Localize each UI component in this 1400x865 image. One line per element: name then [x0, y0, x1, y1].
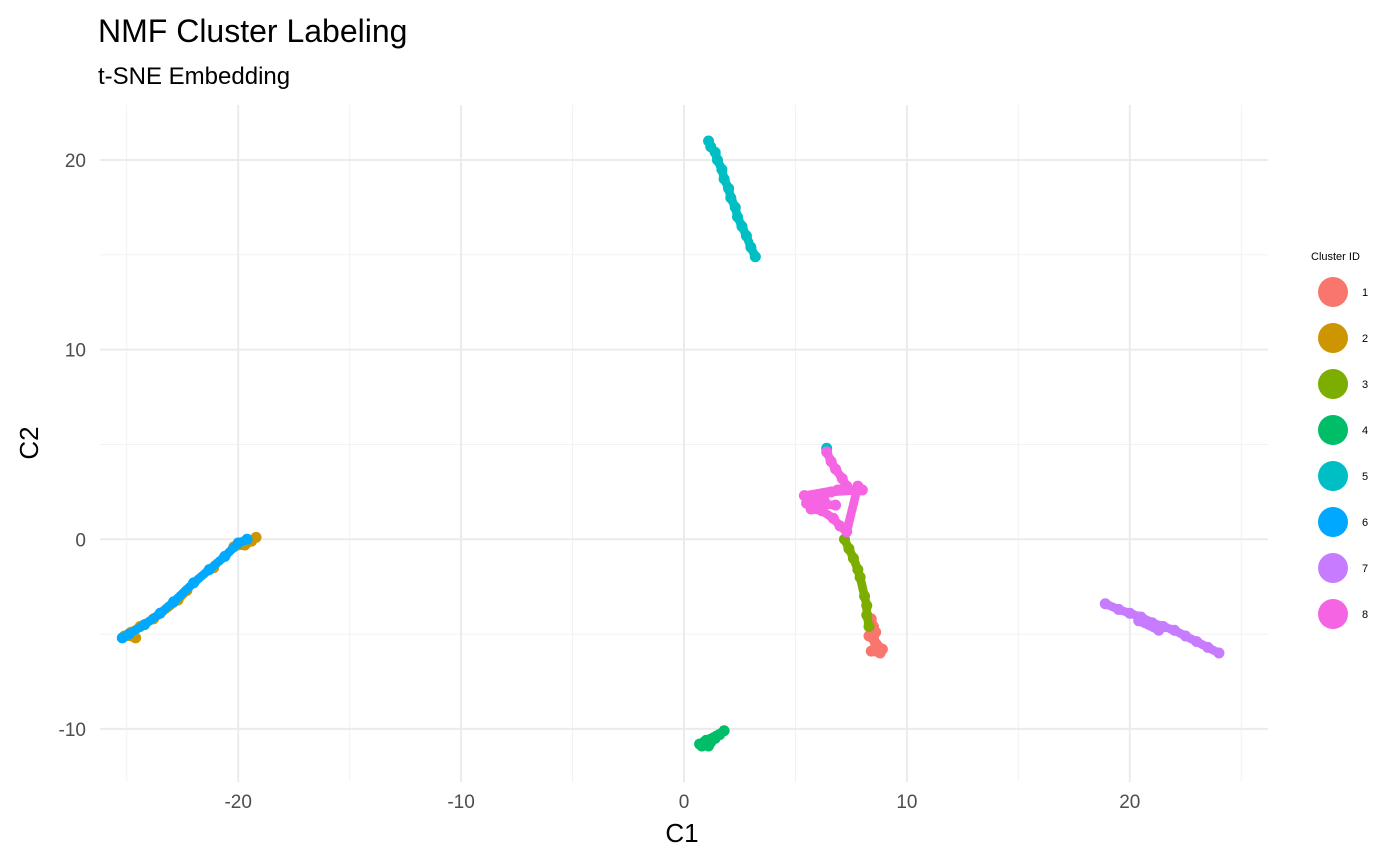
y-tick-label: 0: [75, 530, 86, 551]
x-axis-title: C1: [665, 818, 698, 848]
chart-title: NMF Cluster Labeling: [98, 13, 407, 49]
data-point: [835, 470, 845, 480]
legend-label: 5: [1362, 471, 1368, 483]
legend-swatch: [1318, 461, 1348, 491]
data-points: [116, 135, 1225, 752]
legend-label: 7: [1362, 563, 1368, 575]
x-tick-label: -20: [224, 792, 251, 813]
data-point: [1110, 603, 1120, 613]
grid: [100, 105, 1268, 782]
legend-swatch: [1318, 507, 1348, 537]
legend-swatch: [1318, 277, 1348, 307]
data-point: [1211, 647, 1221, 657]
chart-subtitle: t-SNE Embedding: [98, 63, 290, 90]
data-point: [866, 633, 876, 643]
legend-label: 8: [1362, 609, 1368, 621]
legend-title: Cluster ID: [1311, 251, 1360, 263]
data-point: [749, 249, 759, 259]
data-point: [701, 740, 711, 750]
data-point: [1137, 617, 1147, 627]
series-1: [863, 613, 888, 659]
legend-swatch: [1318, 369, 1348, 399]
data-point: [862, 607, 872, 617]
data-point: [854, 568, 864, 578]
legend-label: 3: [1362, 379, 1368, 391]
legend-label: 1: [1362, 287, 1368, 299]
x-axis-ticks: -20 -10 0 10 20: [224, 792, 1140, 813]
legend-swatch: [1318, 553, 1348, 583]
data-point: [828, 460, 838, 470]
series-6: [116, 533, 253, 644]
data-point: [239, 536, 249, 546]
y-tick-label: 10: [65, 341, 86, 362]
x-tick-label: -10: [447, 792, 474, 813]
series-5: [703, 135, 833, 454]
legend-label: 6: [1362, 517, 1368, 529]
data-point: [833, 518, 843, 528]
data-point: [863, 618, 873, 628]
data-point: [825, 453, 835, 463]
legend-swatch: [1318, 599, 1348, 629]
data-point: [1121, 607, 1131, 617]
x-tick-label: 20: [1119, 792, 1140, 813]
x-tick-label: 0: [679, 792, 690, 813]
legend-label: 2: [1362, 333, 1368, 345]
y-axis-title: C2: [14, 426, 44, 459]
legend: Cluster ID 1 2 3 4 5 6 7 8: [1311, 251, 1368, 629]
series-4: [694, 725, 730, 752]
y-axis-ticks: -10 0 10 20: [59, 151, 86, 741]
y-tick-label: 20: [65, 151, 86, 172]
y-tick-label: -10: [59, 720, 86, 741]
series-7: [1099, 598, 1225, 659]
series-3: [838, 533, 875, 632]
data-point: [827, 500, 837, 510]
legend-swatch: [1318, 323, 1348, 353]
legend-swatch: [1318, 415, 1348, 445]
data-point: [711, 151, 721, 161]
legend-label: 4: [1362, 425, 1368, 437]
x-tick-label: 10: [896, 792, 917, 813]
data-point: [708, 145, 718, 155]
series-8: [798, 446, 868, 538]
